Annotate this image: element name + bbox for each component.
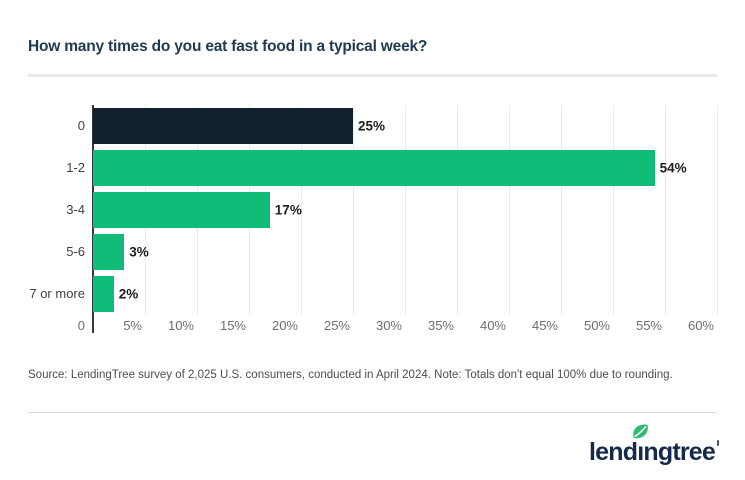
x-tick-label: 35% xyxy=(427,318,454,333)
x-tick-label: 20% xyxy=(271,318,298,333)
x-tick-label: 0 xyxy=(77,318,85,333)
x-tick-label: 25% xyxy=(323,318,350,333)
logo-text-left: lend xyxy=(589,438,638,466)
gridline xyxy=(613,105,614,315)
category-label: 3-4 xyxy=(66,202,85,217)
logo-text-right: ngtree xyxy=(643,438,715,466)
bar xyxy=(93,234,125,270)
gridline xyxy=(509,105,510,315)
category-label: 5-6 xyxy=(66,244,85,259)
logo-letter-i: ı xyxy=(633,424,649,466)
bar-row: 1-2 54% xyxy=(66,147,717,189)
x-tick-label: 30% xyxy=(375,318,402,333)
logo-text-i: ı xyxy=(637,438,644,466)
bar xyxy=(93,108,353,144)
lendingtree-logo: lend ıngtree xyxy=(589,424,719,472)
bar-row: 5-6 3% xyxy=(66,231,717,273)
bar xyxy=(93,150,655,186)
value-label: 54% xyxy=(659,160,687,176)
category-label: 7 or more xyxy=(29,286,85,301)
bar xyxy=(93,276,114,312)
chart-title: How many times do you eat fast food in a… xyxy=(28,38,428,55)
gridline xyxy=(405,105,406,315)
bar-row: 0 25% xyxy=(78,105,717,147)
gridline xyxy=(717,105,718,315)
x-tick-label: 50% xyxy=(583,318,610,333)
bar-chart: 0 25% 1-2 54% 3-4 17% 5-6 3% 7 or more 2… xyxy=(28,105,718,333)
value-label: 25% xyxy=(358,118,386,134)
gridline xyxy=(353,105,354,315)
x-tick-label: 55% xyxy=(635,318,662,333)
bar-row: 3-4 17% xyxy=(66,189,717,231)
value-label: 2% xyxy=(118,286,139,302)
x-tick-label: 10% xyxy=(167,318,194,333)
category-label: 1-2 xyxy=(66,160,85,175)
logo-text: lend ıngtree xyxy=(589,424,716,466)
bar-row: 7 or more 2% xyxy=(29,273,717,315)
value-label: 3% xyxy=(129,244,149,260)
x-tick-label: 60% xyxy=(687,318,714,333)
footer-divider xyxy=(28,412,717,413)
value-label: 17% xyxy=(274,202,302,218)
x-axis: 0 5% 10% 15% 20% 25% 30% 35% 40% 45% 50% 55% 60% xyxy=(78,318,717,338)
x-tick-label: 40% xyxy=(479,318,506,333)
x-tick-label: 15% xyxy=(219,318,246,333)
x-tick-label: 45% xyxy=(531,318,558,333)
x-tick-label: 5% xyxy=(123,318,142,333)
source-note: Source: LendingTree survey of 2,025 U.S.… xyxy=(28,369,673,381)
gridline xyxy=(301,105,302,315)
bar xyxy=(93,192,270,228)
gridline xyxy=(665,105,666,315)
category-label: 0 xyxy=(77,118,85,133)
leaf-icon xyxy=(633,424,649,439)
bar-rows: 0 25% 1-2 54% 3-4 17% 5-6 3% 7 or more 2… xyxy=(29,105,717,315)
gridline xyxy=(457,105,458,315)
title-divider xyxy=(28,74,717,77)
gridline xyxy=(561,105,562,315)
trademark-tick xyxy=(717,440,719,446)
